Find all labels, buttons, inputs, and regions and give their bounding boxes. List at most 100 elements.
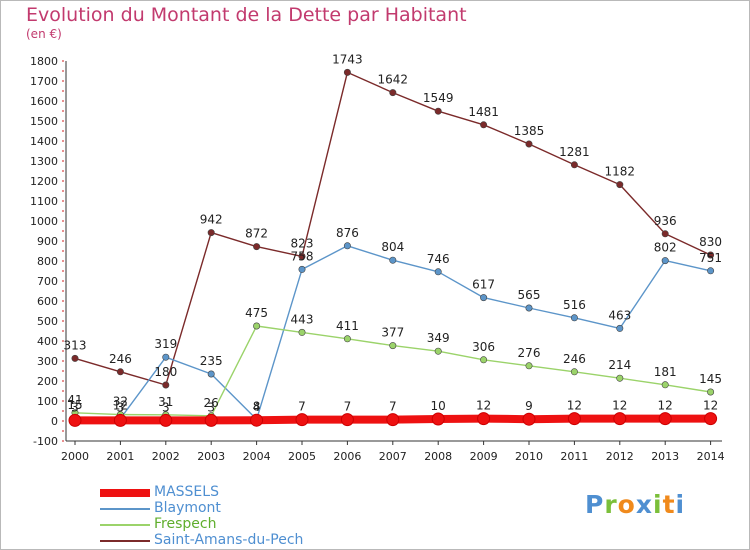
data-point — [431, 412, 445, 426]
data-point — [434, 268, 442, 276]
data-label: 1481 — [468, 105, 499, 119]
data-point — [570, 314, 578, 322]
data-point — [389, 256, 397, 264]
data-point — [162, 381, 170, 389]
data-point — [707, 251, 715, 259]
data-label: 276 — [518, 346, 541, 360]
data-label: 617 — [472, 278, 495, 292]
data-point — [298, 265, 306, 273]
y-tick-label: 1500 — [30, 115, 58, 128]
data-label: 15 — [67, 398, 82, 412]
data-label: 830 — [699, 235, 722, 249]
y-tick-label: 800 — [37, 255, 58, 268]
data-label: 565 — [518, 288, 541, 302]
data-point — [207, 370, 215, 378]
x-tick-label: 2009 — [470, 450, 498, 463]
data-point — [343, 335, 351, 343]
data-label: 41 — [67, 393, 82, 407]
legend-label: Blaymont — [154, 500, 221, 516]
data-label: 31 — [158, 395, 173, 409]
data-point — [343, 242, 351, 250]
data-point — [477, 412, 491, 426]
data-label: 246 — [109, 352, 132, 366]
data-point — [522, 412, 536, 426]
x-tick-label: 2007 — [379, 450, 407, 463]
x-tick-label: 2002 — [152, 450, 180, 463]
data-label: 12 — [658, 399, 673, 413]
data-label: 214 — [608, 358, 631, 372]
x-tick-label: 2010 — [515, 450, 543, 463]
logo-letter: i — [675, 490, 686, 519]
data-label: 443 — [291, 312, 314, 326]
data-point — [480, 294, 488, 302]
data-point — [250, 413, 264, 427]
y-tick-label: 500 — [37, 315, 58, 328]
data-label: 12 — [476, 399, 491, 413]
y-tick-label: 1300 — [30, 155, 58, 168]
x-tick-label: 2006 — [333, 450, 361, 463]
data-point — [116, 368, 124, 376]
x-tick-label: 2013 — [651, 450, 679, 463]
legend-swatch — [100, 489, 150, 497]
data-point — [613, 412, 627, 426]
data-label: 7 — [344, 400, 352, 414]
y-tick-label: 1400 — [30, 135, 58, 148]
data-label: 751 — [699, 251, 722, 265]
x-tick-label: 2011 — [560, 450, 588, 463]
data-label: 9 — [525, 399, 533, 413]
data-point — [386, 413, 400, 427]
data-label: 4 — [253, 400, 261, 414]
data-point — [661, 381, 669, 389]
data-point — [389, 89, 397, 97]
data-point — [525, 304, 533, 312]
y-tick-label: 700 — [37, 275, 58, 288]
unit-label: (en €) — [26, 27, 62, 41]
data-point — [616, 324, 624, 332]
data-label: 936 — [654, 214, 677, 228]
data-label: 1642 — [378, 73, 409, 87]
data-point — [661, 257, 669, 265]
data-point — [616, 181, 624, 189]
logo-letter: P — [585, 490, 605, 519]
data-label: 802 — [654, 241, 677, 255]
data-point — [207, 229, 215, 237]
data-point — [68, 413, 82, 427]
data-point — [616, 374, 624, 382]
chart-title: Evolution du Montant de la Dette par Hab… — [26, 4, 467, 26]
y-tick-label: 900 — [37, 235, 58, 248]
y-tick-label: 1600 — [30, 95, 58, 108]
data-point — [570, 161, 578, 169]
y-tick-label: 1200 — [30, 175, 58, 188]
proxiti-logo: Proxiti — [585, 490, 685, 519]
x-tick-label: 2014 — [697, 450, 725, 463]
data-label: 942 — [200, 213, 223, 227]
data-label: 1743 — [332, 52, 363, 66]
data-label: 12 — [612, 399, 627, 413]
x-tick-label: 2005 — [288, 450, 316, 463]
data-label: 12 — [567, 399, 582, 413]
data-point — [71, 354, 79, 362]
y-tick-label: 1100 — [30, 195, 58, 208]
data-point — [204, 413, 218, 427]
data-point — [389, 342, 397, 350]
data-label: 12 — [113, 399, 128, 413]
data-point — [298, 252, 306, 260]
data-point — [159, 413, 173, 427]
logo-letter: x — [635, 490, 653, 519]
data-label: 377 — [381, 326, 404, 340]
data-label: 10 — [431, 399, 446, 413]
data-point — [525, 362, 533, 370]
data-point — [707, 388, 715, 396]
data-label: 313 — [64, 338, 87, 352]
y-tick-label: 1800 — [30, 55, 58, 68]
x-tick-label: 2000 — [61, 450, 89, 463]
data-label: 26 — [204, 396, 219, 410]
data-label: 3 — [162, 400, 170, 414]
y-tick-label: 1700 — [30, 75, 58, 88]
data-label: 1182 — [605, 165, 636, 179]
data-label: 180 — [154, 365, 177, 379]
data-label: 1385 — [514, 124, 545, 138]
data-point — [253, 243, 261, 251]
data-label: 306 — [472, 340, 495, 354]
